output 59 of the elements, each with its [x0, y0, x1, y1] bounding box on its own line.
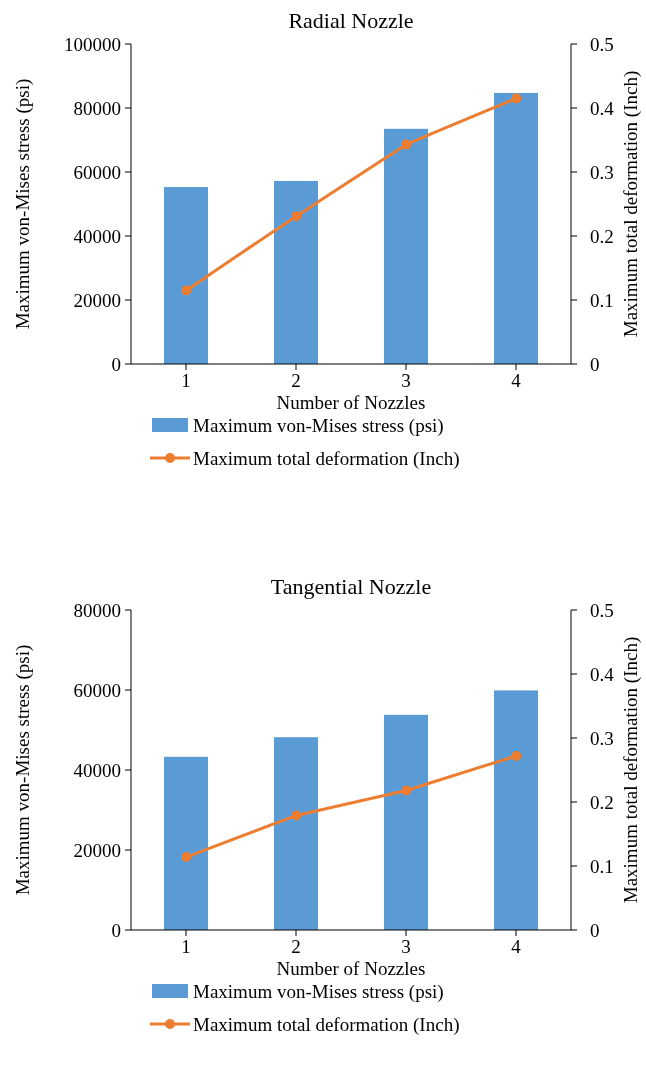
point: [401, 785, 411, 796]
chart-title: Tangential Nozzle: [270, 574, 432, 599]
x-tick-label: 4: [511, 370, 522, 391]
y-tick-label: 20000: [73, 839, 121, 861]
point: [511, 93, 521, 104]
y2-tick-label: 0.4: [590, 663, 615, 685]
legend-label: Maximum total deformation (Inch): [193, 1013, 460, 1036]
x-tick-label: 3: [401, 936, 411, 957]
y-tick-label: 100000: [64, 33, 121, 55]
x-tick-label: 1: [181, 936, 191, 957]
y-tick-label: 0: [111, 919, 121, 941]
bar: [164, 187, 208, 364]
y2-tick-label: 0.5: [590, 599, 614, 621]
point: [401, 139, 411, 150]
y2-tick-label: 0.2: [590, 225, 614, 247]
y2-tick-label: 0.5: [590, 33, 614, 55]
bar: [494, 690, 538, 930]
bar: [494, 92, 538, 364]
y2-tick-label: 0.1: [590, 855, 614, 877]
x-axis-title: Number of Nozzles: [276, 958, 426, 980]
y2-tick-label: 0.2: [590, 791, 614, 813]
x-tick-label: 2: [291, 370, 301, 391]
legend-label: Maximum total deformation (Inch): [193, 447, 460, 470]
y-axis-title: Maximum von-Mises stress (psi): [11, 644, 34, 896]
y2-tick-label: 0.3: [590, 727, 614, 749]
x-tick-label: 1: [181, 370, 191, 391]
point: [181, 285, 191, 296]
y-axis-title: Maximum von-Mises stress (psi): [11, 78, 34, 330]
x-tick-label: 4: [511, 936, 522, 957]
y-tick-label: 80000: [73, 97, 121, 119]
chart-title: Radial Nozzle: [288, 8, 414, 33]
y2-tick-label: 0.3: [590, 161, 614, 183]
y-tick-label: 80000: [73, 599, 121, 621]
bar: [384, 128, 428, 364]
y2-tick-label: 0.4: [590, 97, 615, 119]
point: [291, 211, 301, 222]
y-tick-label: 40000: [73, 759, 121, 781]
x-axis-title: Number of Nozzles: [276, 392, 426, 414]
x-tick-label: 3: [401, 370, 411, 391]
y-tick-label: 40000: [73, 225, 121, 247]
y-tick-label: 60000: [73, 679, 121, 701]
bar: [274, 737, 318, 930]
y-tick-label: 20000: [73, 289, 121, 311]
y2-axis-title: Maximum total deformation (Inch): [619, 636, 642, 904]
y-tick-label: 0: [111, 353, 121, 375]
y2-axis-title: Maximum total deformation (Inch): [619, 70, 642, 338]
point: [291, 810, 301, 821]
point: [511, 750, 521, 761]
y2-tick-label: 0: [590, 353, 600, 375]
y2-tick-label: 0.1: [590, 289, 614, 311]
bar: [164, 756, 208, 930]
bar: [384, 714, 428, 930]
legend-label: Maximum von-Mises stress (psi): [193, 414, 444, 437]
y2-tick-label: 0: [590, 919, 600, 941]
bar: [274, 180, 318, 364]
x-tick-label: 2: [291, 936, 301, 957]
legend-label: Maximum von-Mises stress (psi): [193, 980, 444, 1003]
point: [181, 852, 191, 863]
y-tick-label: 60000: [73, 161, 121, 183]
